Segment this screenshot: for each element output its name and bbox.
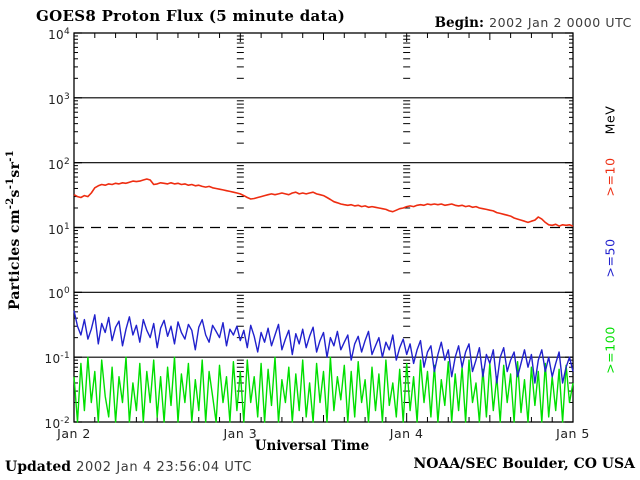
y-axis-title: Particles cm-2s-1sr-1 [5,149,23,311]
legend-label-10: >=10 [602,157,618,197]
y-tick-label-10e4: 104 [48,27,70,42]
begin-timestamp: Begin: 2002 Jan 2 0000 UTC [435,12,632,31]
x-tick-label-jan-5: Jan 5 [556,426,590,441]
x-tick-label-jan-3: Jan 3 [223,426,258,441]
x-tick-label-jan-2: Jan 2 [57,426,91,441]
legend-label-mev: MeV [602,105,618,135]
y-tick-label-10e-2: 10-2 [44,416,70,431]
x-tick-label-jan-4: Jan 4 [389,426,424,441]
updated-label: Updated [5,459,72,475]
chart-title: GOES8 Proton Flux (5 minute data) [36,7,346,25]
legend-label-50: >=50 [602,238,618,278]
begin-value: 2002 Jan 2 0000 UTC [489,15,632,30]
updated-value: 2002 Jan 4 23:56:04 UTC [76,460,253,475]
y-tick-label-10e0: 100 [48,286,70,302]
legend-label-100: >=100 [602,326,618,374]
y-tick-label-10e1: 101 [48,221,70,237]
y-tick-label-10e3: 103 [48,91,70,107]
updated-timestamp: Updated 2002 Jan 4 23:56:04 UTC [5,456,252,475]
begin-label: Begin: [434,15,484,31]
y-tick-label-10e-1: 10-1 [44,351,70,367]
credit-text: NOAA/SEC Boulder, CO USA [413,456,636,472]
series--50-mev [73,310,574,384]
series--100-mev [73,356,574,423]
series--10-mev [73,178,574,227]
y-tick-label-10e2: 102 [48,156,70,172]
x-axis-title: Universal Time [254,438,370,454]
